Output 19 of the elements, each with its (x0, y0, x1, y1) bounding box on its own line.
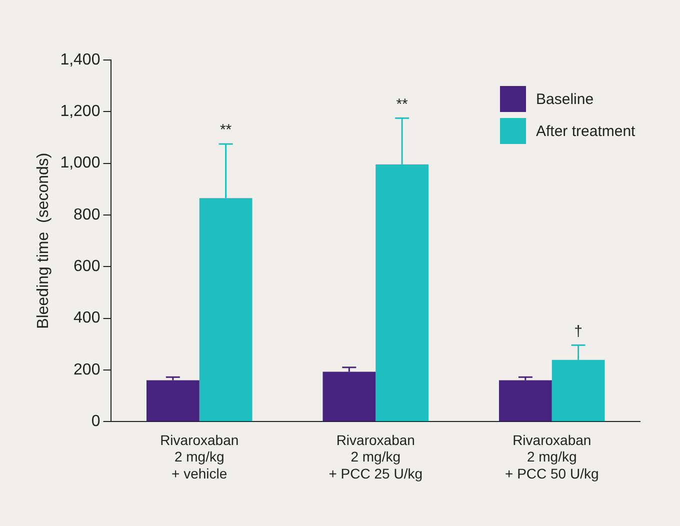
y-tick-label: 400 (74, 310, 100, 327)
legend-label: Baseline (536, 90, 594, 108)
y-tick-label: 1,000 (60, 154, 100, 172)
y-tick-label: 200 (74, 361, 100, 378)
y-tick-label: 800 (74, 206, 100, 224)
y-axis-title: Bleeding time (seconds) (35, 152, 52, 329)
y-tick-label: 600 (74, 258, 100, 276)
x-tick-label: Rivaroxaban 2 mg/kg + PCC 50 U/kg (504, 432, 599, 482)
y-tick-label: 0 (91, 413, 100, 430)
y-tick-label: 1,400 (60, 51, 100, 68)
x-tick-label: Rivaroxaban 2 mg/kg + PCC 25 U/kg (328, 432, 422, 482)
y-tick-label: 1,200 (60, 103, 100, 120)
x-tick-label: Rivaroxaban 2 mg/kg + vehicle (160, 432, 239, 482)
annotation: † (574, 322, 582, 340)
legend-label: After treatment (536, 122, 636, 140)
annotation: ** (396, 96, 408, 113)
bar (146, 380, 200, 422)
bar (498, 380, 552, 422)
annotation: ** (220, 122, 232, 139)
